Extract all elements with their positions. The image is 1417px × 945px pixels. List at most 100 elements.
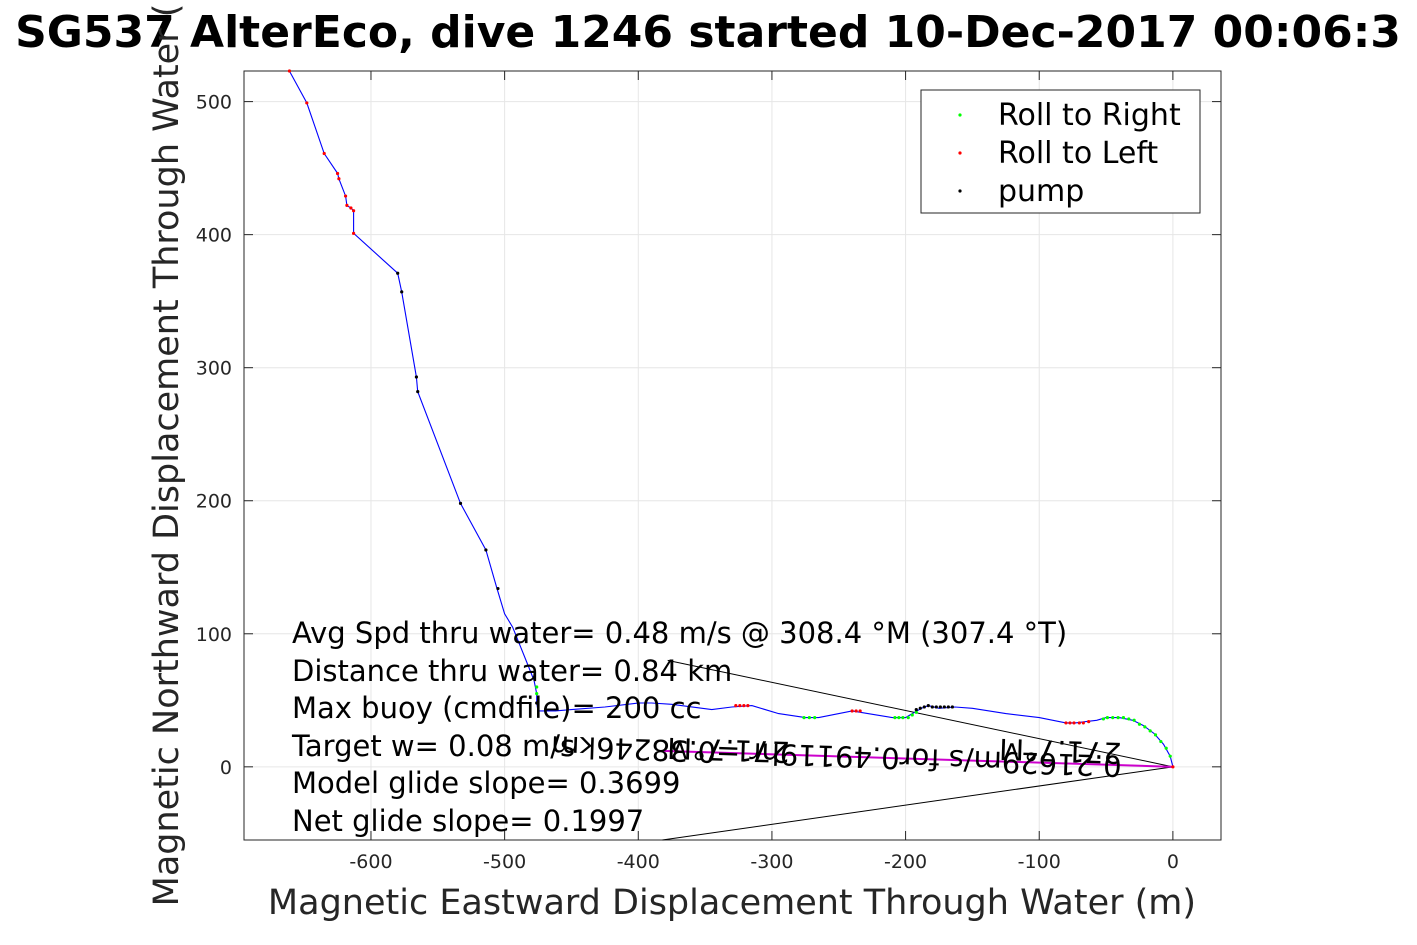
x-tick-label: -300 bbox=[750, 851, 793, 873]
roll-right-marker bbox=[1132, 718, 1136, 722]
pump-marker bbox=[416, 390, 420, 394]
pump-marker bbox=[458, 501, 463, 505]
pump-marker bbox=[950, 705, 954, 709]
vector-black-line bbox=[662, 766, 1173, 841]
pump-marker bbox=[484, 548, 488, 552]
roll-left-marker bbox=[734, 704, 738, 708]
legend-label-pump: pump bbox=[998, 174, 1084, 209]
roll-right-marker bbox=[1116, 715, 1120, 720]
roll-left-marker bbox=[349, 206, 353, 210]
legend: Roll to Right Roll to Left pump bbox=[920, 89, 1201, 214]
pump-marker bbox=[942, 705, 946, 709]
pump-marker bbox=[926, 704, 930, 708]
roll-left-marker bbox=[1077, 721, 1081, 725]
roll-right-marker bbox=[535, 685, 539, 689]
y-axis-ticks: 0 100 200 300 400 500 bbox=[196, 92, 1221, 779]
roll-right-marker bbox=[1121, 715, 1126, 720]
x-tick-label: -100 bbox=[1018, 851, 1061, 873]
x-tick-label: 0 bbox=[1167, 851, 1179, 873]
roll-right-marker bbox=[901, 715, 905, 720]
vector-lines bbox=[662, 659, 1173, 841]
roll-left-marker bbox=[287, 69, 292, 73]
roll-right-marker bbox=[535, 692, 539, 696]
pump-marker bbox=[922, 705, 926, 709]
roll-right-marker bbox=[914, 710, 918, 714]
roll-right-marker bbox=[1143, 725, 1147, 729]
y-tick-label: 500 bbox=[196, 92, 232, 114]
roll-left-marker bbox=[746, 704, 750, 708]
vector-magenta-line bbox=[662, 749, 1173, 768]
stat-avg-speed: Avg Spd thru water= 0.48 m/s @ 308.4 °M … bbox=[292, 616, 1067, 650]
x-tick-label: -400 bbox=[617, 851, 660, 873]
chart-title: SG537 AlterEco, dive 1246 started 10-Dec… bbox=[15, 7, 1401, 58]
pump-marker bbox=[396, 271, 400, 275]
roll-right-marker bbox=[1111, 715, 1115, 720]
roll-right-marker bbox=[1137, 722, 1142, 726]
y-tick-label: 400 bbox=[196, 225, 232, 247]
roll-left-marker bbox=[854, 709, 858, 713]
legend-marker-roll-right bbox=[958, 113, 962, 117]
stat-target-w: Target w= 0.08 m/s bbox=[291, 729, 575, 763]
pump-marker bbox=[930, 705, 934, 709]
roll-left-marker bbox=[1064, 721, 1068, 725]
roll-right-marker bbox=[1127, 717, 1131, 721]
roll-right-marker bbox=[807, 715, 811, 720]
pump-marker bbox=[400, 290, 404, 294]
x-tick-label: -600 bbox=[349, 851, 392, 873]
roll-left-marker bbox=[1072, 721, 1076, 725]
vector-heading-label: 271.7°M bbox=[999, 732, 1123, 770]
roll-left-marker bbox=[351, 231, 356, 235]
legend-label-roll-left: Roll to Left bbox=[998, 136, 1158, 171]
x-axis-ticks: -600 -500 -400 -300 -200 -100 0 bbox=[349, 71, 1179, 873]
legend-marker-pump bbox=[958, 189, 962, 193]
y-tick-label: 100 bbox=[196, 624, 232, 646]
roll-left-marker bbox=[738, 704, 742, 708]
roll-right-marker bbox=[1148, 729, 1152, 733]
roll-left-marker bbox=[345, 203, 349, 207]
legend-label-roll-right: Roll to Right bbox=[998, 98, 1181, 133]
roll-right-marker bbox=[893, 715, 897, 720]
roll-left-marker bbox=[351, 209, 356, 213]
roll-right-marker bbox=[1168, 754, 1172, 758]
stat-model-glide-slope: Model glide slope= 0.3699 bbox=[292, 766, 680, 800]
pump-marker bbox=[918, 706, 922, 710]
roll-right-marker bbox=[1164, 746, 1168, 750]
roll-right-marker bbox=[910, 713, 914, 717]
x-axis-label: Magnetic Eastward Displacement Through W… bbox=[268, 883, 1196, 923]
roll-left-marker bbox=[1171, 765, 1175, 769]
pump-marker bbox=[496, 586, 500, 591]
roll-left-marker bbox=[343, 194, 348, 198]
roll-left-marker bbox=[335, 171, 340, 176]
y-tick-label: 0 bbox=[220, 757, 232, 779]
roll-right-marker bbox=[802, 715, 806, 720]
roll-left-marker bbox=[742, 704, 746, 708]
roll-left-marker bbox=[337, 177, 341, 181]
stat-net-glide-slope: Net glide slope= 0.1997 bbox=[292, 804, 644, 838]
roll-left-marker bbox=[322, 151, 326, 156]
stat-distance: Distance thru water= 0.84 km bbox=[292, 654, 732, 688]
vector-heading-label-2: 271.7°M bbox=[667, 731, 791, 769]
roll-right-marker bbox=[813, 715, 817, 720]
roll-right-marker bbox=[1159, 739, 1163, 744]
roll-right-marker bbox=[1153, 733, 1158, 737]
y-tick-label: 200 bbox=[196, 491, 232, 513]
y-axis-label: Magnetic Northward Displacement Through … bbox=[147, 4, 187, 907]
roll-left-marker bbox=[1087, 719, 1091, 724]
roll-right-marker bbox=[897, 715, 901, 720]
markers bbox=[287, 69, 1175, 769]
axes-box bbox=[243, 70, 1222, 841]
roll-left-marker bbox=[305, 101, 309, 105]
legend-marker-roll-left bbox=[958, 151, 962, 155]
pump-marker bbox=[414, 375, 419, 379]
pump-marker bbox=[946, 705, 950, 709]
pump-marker bbox=[934, 705, 938, 709]
pump-marker bbox=[535, 701, 539, 705]
roll-left-marker bbox=[1068, 721, 1072, 725]
stat-max-buoy: Max buoy (cmdfile)= 200 cc bbox=[292, 691, 701, 725]
roll-left-marker bbox=[1081, 721, 1085, 725]
roll-left-marker bbox=[850, 709, 854, 713]
roll-right-marker bbox=[1101, 717, 1105, 721]
x-tick-label: -200 bbox=[884, 851, 927, 873]
vector-black-line bbox=[667, 659, 1173, 768]
